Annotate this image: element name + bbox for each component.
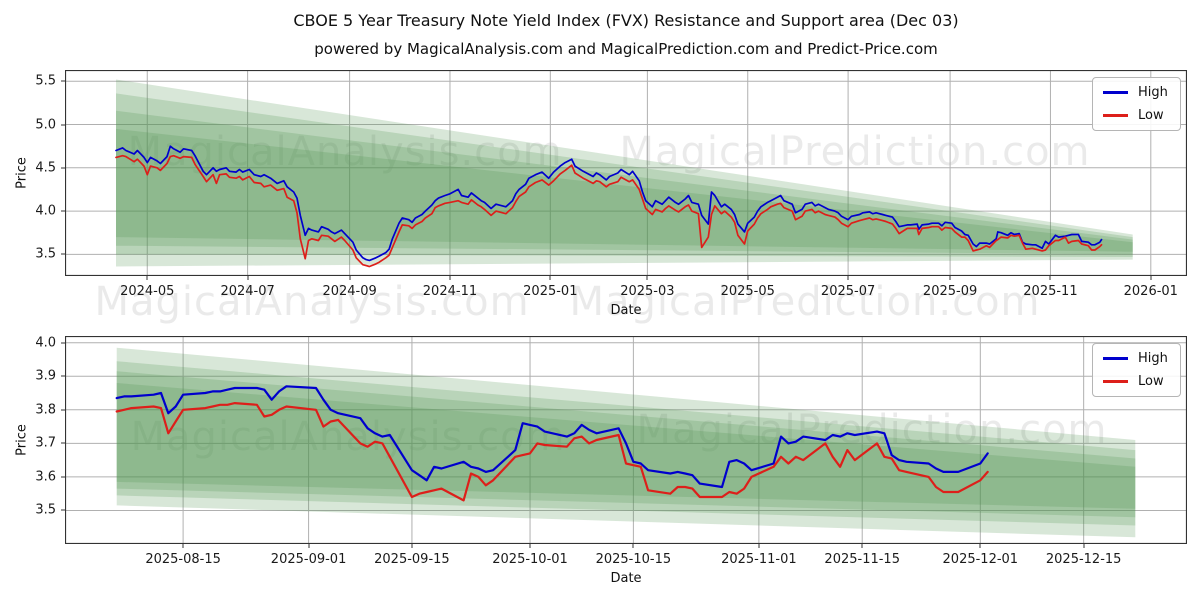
legend-item-high: High [1103,85,1168,100]
legend: High Low [1092,77,1181,131]
y-tick-label: 4.0 [35,335,56,351]
y-tick-label: 3.6 [35,469,56,485]
x-tick-mark [747,276,749,280]
x-tick-mark [1083,544,1085,548]
low-line-swatch [1103,380,1128,383]
watermark-magicalprediction: MagicalPrediction.com [569,279,1041,325]
x-tick-mark [949,276,951,280]
high-series-line [115,145,1103,262]
x-tick-label: 2025-12-01 [942,552,1019,567]
y-tick-label: 5.0 [35,117,56,133]
x-tick-label: 2025-10-15 [595,552,672,567]
y-tick-label: 4.5 [35,160,56,176]
x-tick-mark [308,544,310,548]
x-tick-label: 2025-09-15 [374,552,450,567]
x-tick-mark [146,276,148,280]
x-tick-label: 2025-12-15 [1045,552,1122,567]
plot-frame [65,336,1187,544]
legend-label: Low [1138,374,1164,389]
y-tick-mark [61,167,65,169]
low-series-line [115,401,989,502]
x-tick-label: 2026-01 [1123,284,1178,299]
low-series-line [115,154,1103,268]
legend-label: Low [1138,108,1164,123]
y-tick-mark [61,409,65,411]
x-tick-mark [847,276,849,280]
watermark-magicalanalysis: MagicalAnalysis.com [94,279,530,325]
y-axis-label: Price [14,424,30,456]
x-tick-mark [549,276,551,280]
plot-area [65,70,1187,276]
x-axis-label: Date [610,303,642,318]
legend-item-low: Low [1103,374,1168,389]
x-tick-label: 2025-11 [1023,284,1078,299]
y-tick-label: 3.8 [35,402,56,418]
page-title: CBOE 5 Year Treasury Note Yield Index (F… [293,11,959,30]
support-resistance-band [116,128,1133,252]
x-tick-label: 2025-07 [820,284,876,299]
x-tick-label: 2025-09-01 [270,552,347,567]
x-tick-mark [411,544,413,548]
y-tick-mark [61,342,65,344]
y-tick-mark [61,442,65,444]
y-tick-label: 5.5 [35,73,56,89]
y-tick-label: 4.0 [35,203,56,219]
support-resistance-band [116,93,1133,258]
x-tick-mark [529,544,531,548]
high-line-swatch [1103,91,1128,94]
x-tick-label: 2025-08-15 [145,552,221,567]
x-tick-mark [861,544,863,548]
x-tick-mark [632,544,634,548]
plot-area [65,336,1187,544]
y-tick-mark [61,476,65,478]
y-tick-mark [61,253,65,255]
y-tick-mark [61,509,65,511]
support-resistance-band [116,110,1133,255]
y-tick-mark [61,375,65,377]
x-tick-label: 2025-11-01 [721,552,797,567]
y-tick-label: 3.9 [35,368,56,384]
x-tick-label: 2025-05 [720,284,775,299]
x-tick-mark [349,276,351,280]
x-tick-mark [449,276,451,280]
x-axis-label: Date [610,571,642,586]
plot-frame [65,70,1187,276]
y-tick-mark [61,210,65,212]
watermark-magicalprediction: MagicalPrediction.com [636,407,1108,453]
x-tick-label: 2024-09 [322,284,377,299]
x-tick-label: 2025-03 [620,284,675,299]
x-tick-mark [182,544,184,548]
x-tick-mark [247,276,249,280]
legend-label: High [1138,85,1168,100]
x-tick-mark [1150,276,1152,280]
x-tick-label: 2025-10-01 [492,552,568,567]
x-tick-mark [758,544,760,548]
legend-item-low: Low [1103,108,1168,123]
x-tick-label: 2025-11-15 [824,552,900,567]
high-line-swatch [1103,357,1128,360]
x-tick-label: 2024-07 [220,284,275,299]
high-series-line [115,385,989,489]
legend: High Low [1092,343,1181,397]
low-line-swatch [1103,114,1128,117]
x-tick-label: 2025-01 [523,284,578,299]
x-tick-mark [646,276,648,280]
x-tick-mark [1049,276,1051,280]
y-tick-mark [61,124,65,126]
x-tick-label: 2024-05 [120,284,175,299]
y-tick-mark [61,80,65,82]
x-tick-label: 2024-11 [422,284,478,299]
y-tick-label: 3.5 [35,502,56,518]
x-tick-mark [979,544,981,548]
y-tick-label: 3.7 [35,435,56,451]
page-subtitle: powered by MagicalAnalysis.com and Magic… [314,40,938,58]
watermark-magicalanalysis: MagicalAnalysis.com [130,414,566,460]
x-tick-label: 2025-09 [922,284,978,299]
legend-item-high: High [1103,351,1168,366]
y-tick-label: 3.5 [35,246,56,262]
legend-label: High [1138,351,1168,366]
